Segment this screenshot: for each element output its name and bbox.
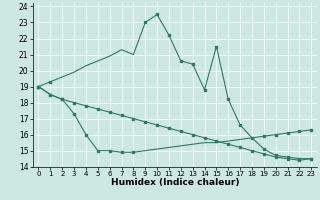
X-axis label: Humidex (Indice chaleur): Humidex (Indice chaleur): [111, 178, 239, 187]
